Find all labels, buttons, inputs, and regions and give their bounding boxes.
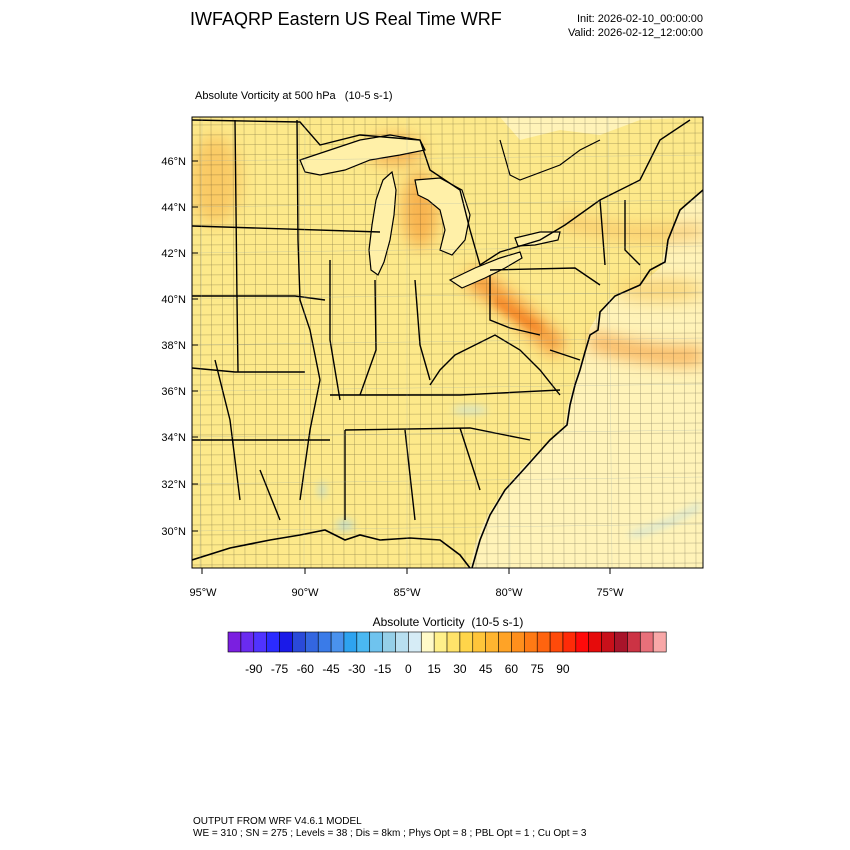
lon-label: 90°W — [291, 587, 319, 599]
footer-config-line: WE = 310 ; SN = 275 ; Levels = 38 ; Dis … — [193, 828, 587, 839]
colorbar-tick-label: -15 — [374, 662, 392, 676]
lat-label: 30°N — [161, 526, 186, 538]
lon-ticks — [201, 568, 611, 574]
colorbar-swatch — [279, 631, 293, 653]
colorbar-swatch — [446, 631, 461, 653]
gulf-coastline — [192, 529, 471, 568]
colorbar-swatch — [317, 631, 332, 653]
colorbar-tick-label: -30 — [348, 662, 366, 676]
colorbar-swatch — [498, 631, 512, 653]
lon-label: 75°W — [596, 587, 624, 599]
colorbar-tick-label: 60 — [505, 662, 519, 676]
map-field — [192, 117, 703, 568]
map-frame — [191, 116, 704, 569]
colorbar-swatch — [382, 631, 396, 653]
colorbar-tick-label: 0 — [405, 662, 412, 676]
lon-label: 80°W — [495, 587, 523, 599]
lat-label: 46°N — [161, 156, 186, 168]
lat-labels: 46°N 44°N 42°N 40°N 38°N 36°N 34°N 32°N … — [161, 156, 186, 538]
lon-labels: 95°W 90°W 85°W 80°W 75°W — [189, 587, 624, 599]
colorbar-title: Absolute Vorticity (10-5 s-1) — [372, 615, 524, 629]
lat-ticks — [192, 160, 198, 532]
colorbar-swatch — [601, 631, 615, 653]
lat-label: 32°N — [161, 479, 186, 491]
lat-label: 34°N — [161, 432, 186, 444]
colorbar-tick-label: -60 — [297, 662, 315, 676]
state-boundaries — [192, 119, 641, 521]
colorbar-swatch — [343, 631, 358, 653]
colorbar-tick-label: 90 — [556, 662, 570, 676]
colorbar-swatch — [459, 631, 474, 653]
colorbar-labels: -90 -75 -60 -45 -30 -15 0 15 30 45 60 75 90 — [245, 662, 570, 676]
lat-label: 42°N — [161, 248, 186, 260]
lake-superior — [299, 134, 426, 176]
colorbar-swatch — [227, 631, 242, 653]
colorbar-swatch — [369, 631, 384, 653]
footer-model-line: OUTPUT FROM WRF V4.6.1 MODEL — [193, 816, 362, 827]
great-lakes — [299, 134, 561, 289]
lake-michigan — [368, 170, 397, 276]
vorticity-maximum — [492, 296, 543, 334]
init-time: Init: 2026-02-10_00:00:00 — [577, 13, 703, 25]
colorbar-tick-label: -75 — [271, 662, 289, 676]
colorbar-tick-label: -90 — [245, 662, 263, 676]
colorbar-swatch — [356, 631, 371, 653]
lon-label: 95°W — [189, 587, 217, 599]
colorbar-swatch — [627, 631, 641, 653]
colorbar-swatch — [652, 631, 667, 653]
colorbar-swatch — [304, 631, 319, 653]
colorbar-swatch — [240, 631, 255, 653]
vorticity-map: 46°N 44°N 42°N 40°N 38°N 36°N 34°N 32°N … — [161, 116, 704, 599]
colorbar-swatch — [511, 631, 525, 653]
colorbar-swatch — [472, 631, 487, 653]
valid-time: Valid: 2026-02-12_12:00:00 — [568, 27, 703, 39]
colorbar-swatch — [562, 631, 577, 653]
lat-label: 36°N — [161, 386, 186, 398]
graticule — [192, 117, 703, 568]
colorbar-swatch — [639, 631, 654, 653]
lat-label: 44°N — [161, 202, 186, 214]
colorbar-swatch — [588, 631, 603, 653]
lat-label: 40°N — [161, 294, 186, 306]
lon-label: 85°W — [393, 587, 421, 599]
colorbar-tick-label: 15 — [427, 662, 441, 676]
colorbar-swatch — [253, 631, 268, 653]
colorbar-swatches — [227, 631, 667, 653]
lake-erie — [448, 251, 523, 289]
colorbar-swatch — [408, 631, 422, 653]
colorbar: -90 -75 -60 -45 -30 -15 0 15 30 45 60 75 90 — [227, 631, 667, 676]
canada-border — [192, 119, 691, 267]
colorbar-swatch — [536, 631, 551, 653]
colorbar-swatch — [292, 631, 306, 653]
lat-label: 38°N — [161, 340, 186, 352]
colorbar-swatch — [523, 631, 538, 653]
lake-huron — [414, 177, 471, 256]
negative-vorticity-patches — [318, 406, 702, 538]
colorbar-swatch — [420, 631, 435, 653]
colorbar-tick-label: 45 — [479, 662, 493, 676]
colorbar-swatch — [433, 631, 448, 653]
colorbar-tick-label: -45 — [322, 662, 340, 676]
colorbar-tick-label: 75 — [531, 662, 545, 676]
colorbar-swatch — [485, 631, 500, 653]
colorbar-swatch — [330, 631, 345, 653]
colorbar-swatch — [266, 631, 281, 653]
colorbar-tick-label: 30 — [453, 662, 467, 676]
colorbar-swatch — [614, 631, 628, 653]
colorbar-swatch — [549, 631, 564, 653]
field-title: Absolute Vorticity at 500 hPa (10-5 s-1) — [195, 90, 393, 102]
colorbar-swatch — [575, 631, 590, 653]
colorbar-swatch — [395, 631, 409, 653]
atlantic-coastline — [471, 189, 703, 568]
main-title: IWFAQRP Eastern US Real Time WRF — [190, 9, 502, 29]
